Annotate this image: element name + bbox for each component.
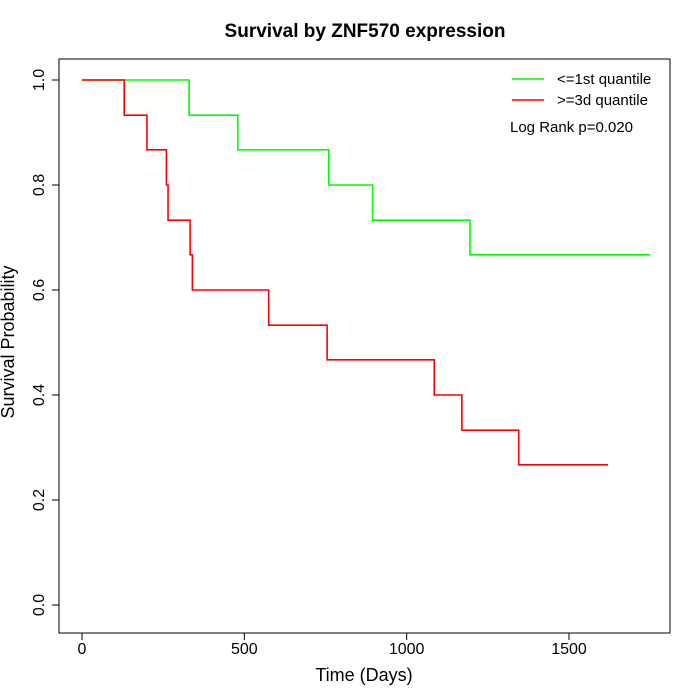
chart-title: Survival by ZNF570 expression <box>225 21 506 42</box>
x-axis-label: Time (Days) <box>315 665 412 685</box>
x-tick-label: 500 <box>231 641 258 658</box>
series-line-1 <box>82 79 651 256</box>
y-tick-label: 1.0 <box>31 69 48 91</box>
y-tick-label: 0.4 <box>31 384 48 406</box>
y-tick-label: 0.6 <box>31 279 48 301</box>
x-tick-label: 1000 <box>389 641 425 658</box>
y-tick-label: 0.0 <box>31 594 48 616</box>
x-tick-label: 1500 <box>551 641 587 658</box>
y-axis: 0.0 0.2 0.4 0.6 0.8 1.0 <box>31 69 60 616</box>
plot-frame <box>58 58 671 634</box>
legend-label-1: <=1st quantile <box>557 71 651 88</box>
x-tick-label: 0 <box>78 641 87 658</box>
x-axis: 0 500 1000 1500 <box>78 632 587 658</box>
legend: <=1st quantile >=3d quantile <box>512 71 651 109</box>
legend-label-2: >=3d quantile <box>557 92 648 109</box>
series-line-2 <box>82 79 608 466</box>
y-tick-label: 0.2 <box>31 489 48 511</box>
series-layer <box>82 79 651 466</box>
log-rank-annotation: Log Rank p=0.020 <box>510 119 633 136</box>
y-tick-label: 0.8 <box>31 174 48 196</box>
y-axis-label: Survival Probability <box>0 265 18 418</box>
